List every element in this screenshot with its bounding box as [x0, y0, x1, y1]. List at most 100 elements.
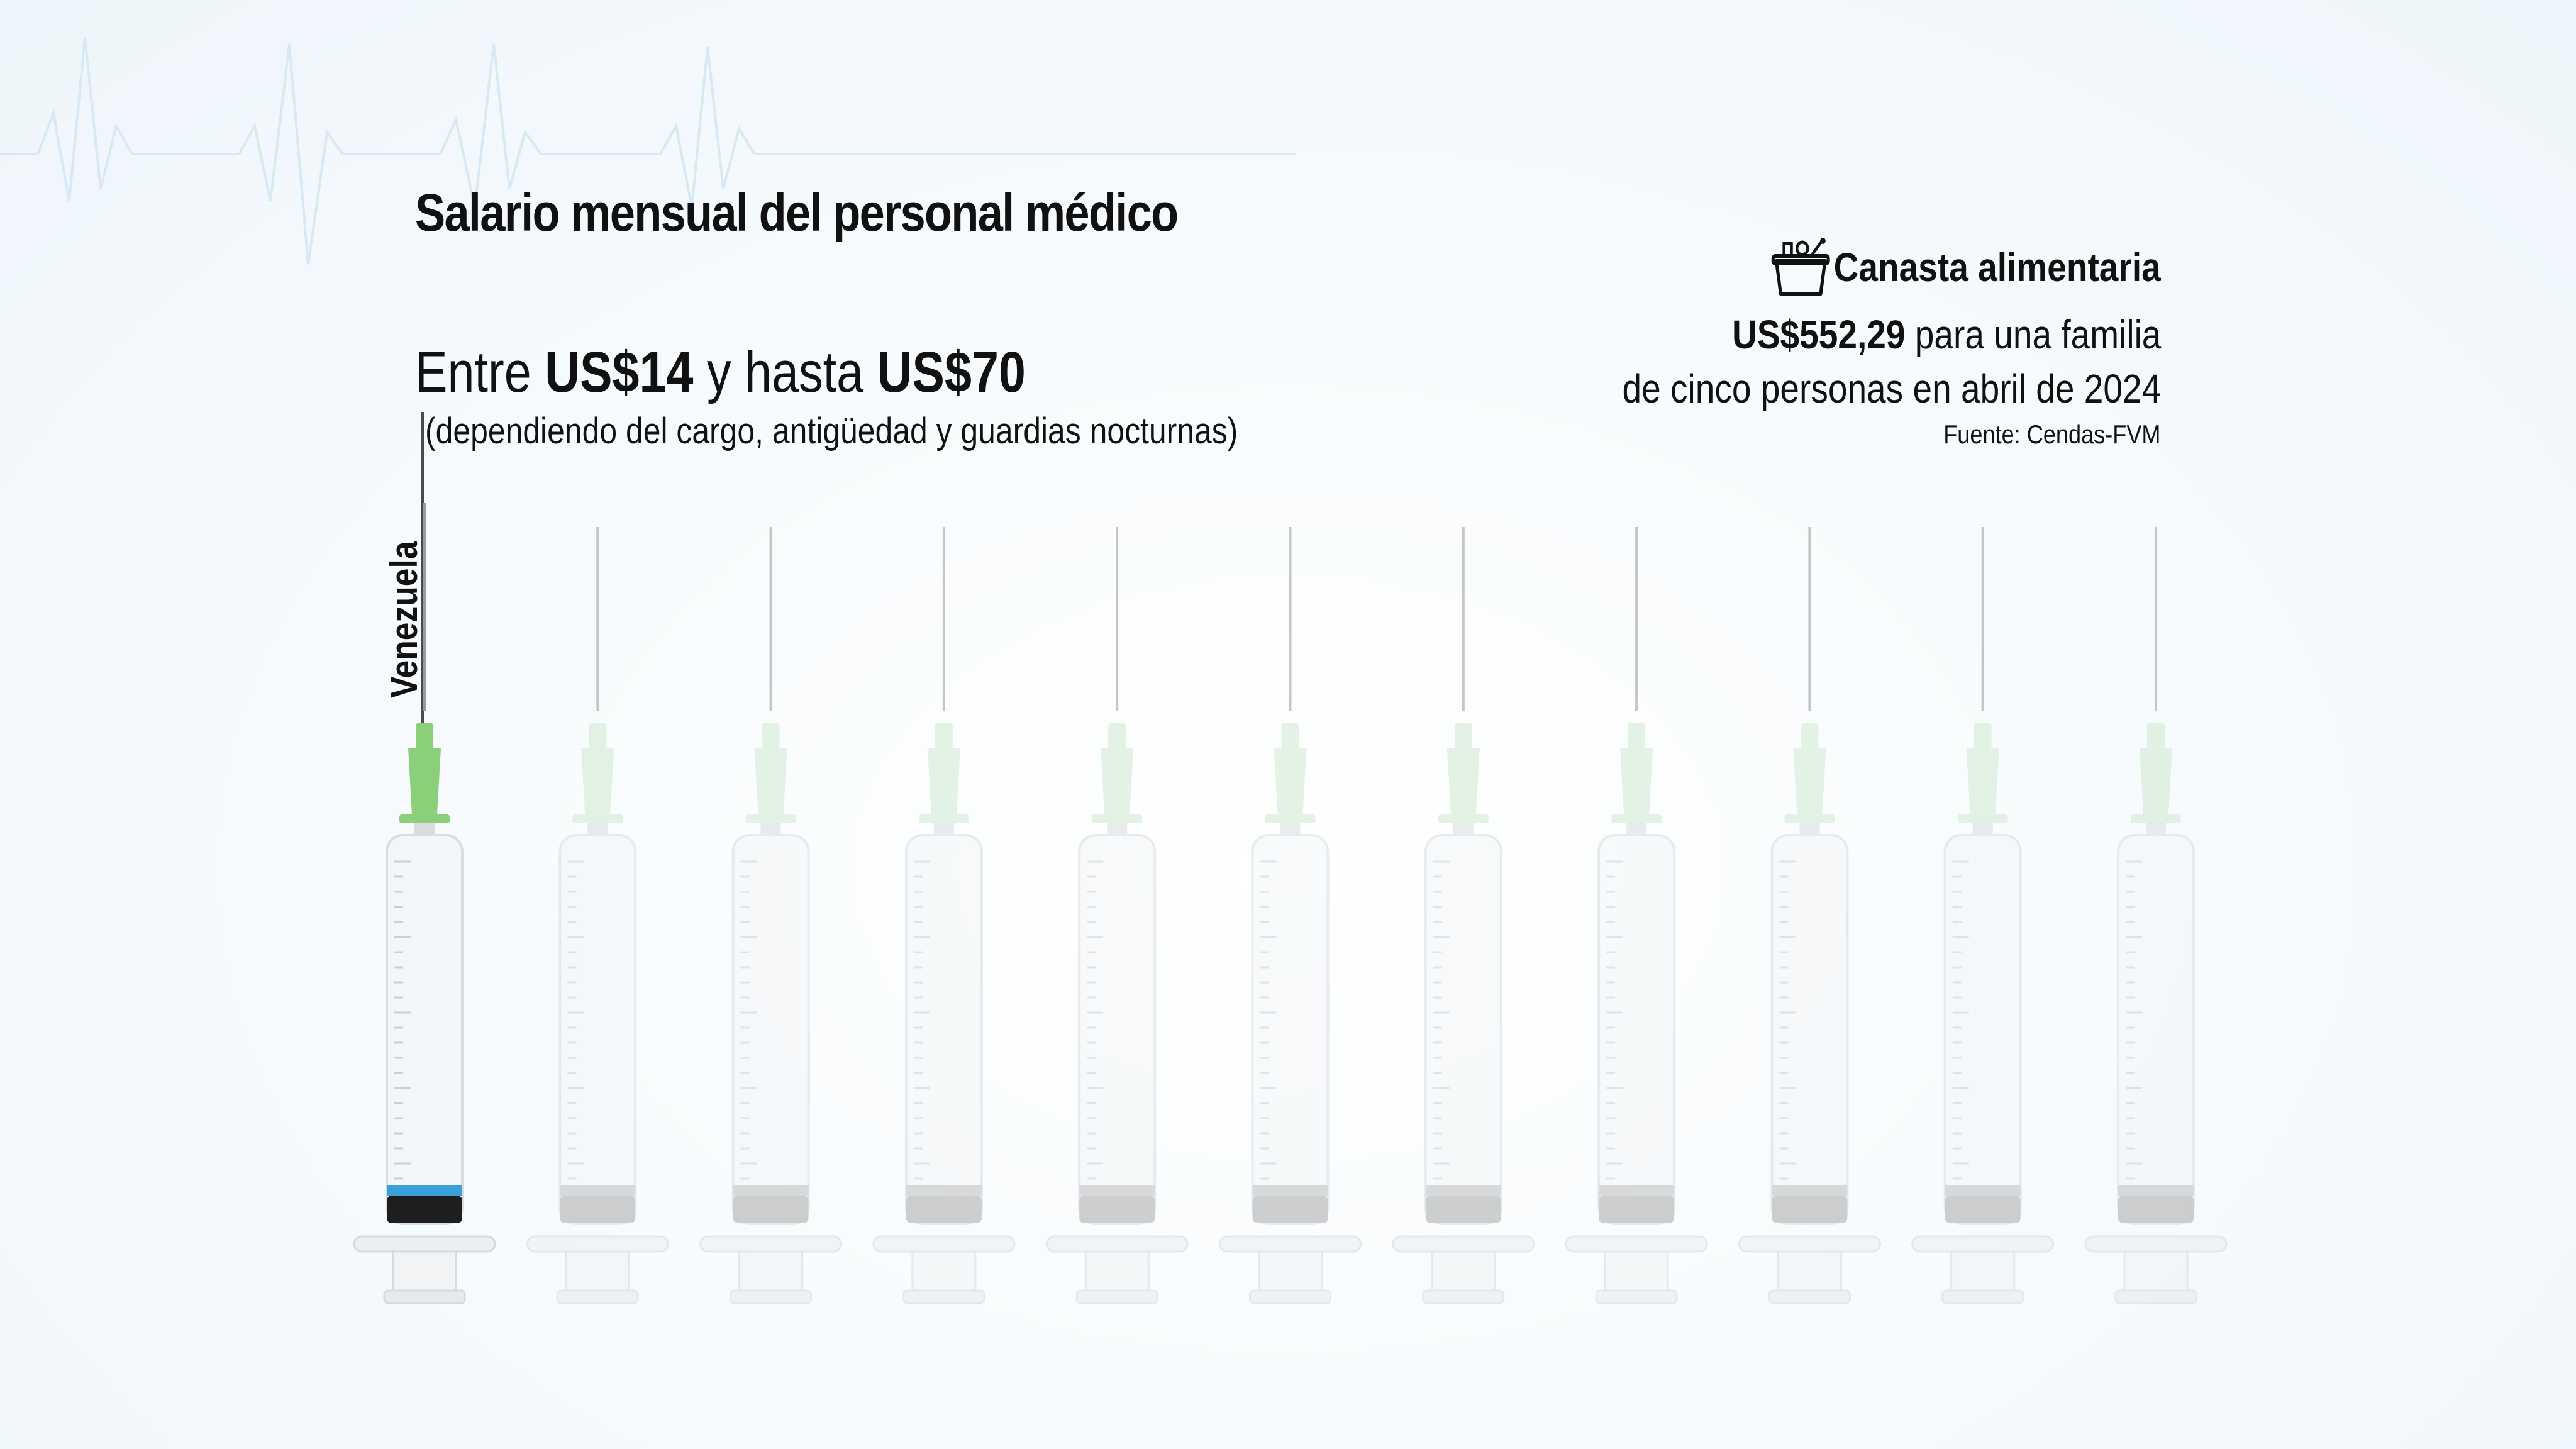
- basket-amount: US$552,29: [1731, 312, 1906, 357]
- range-max: US$70: [877, 340, 1026, 404]
- syringe-hub-top: [762, 723, 780, 748]
- syringe-stopper: [1252, 1196, 1328, 1223]
- food-basket-icon: [1772, 238, 1830, 296]
- syringe-hub: [1446, 748, 1480, 814]
- syringe-barrel: [1424, 834, 1502, 1225]
- syringe-flange: [526, 1235, 669, 1253]
- syringe-stopper-tip: [1599, 1185, 1675, 1196]
- syringe-flange: [699, 1235, 843, 1253]
- syringe-tip: [2146, 823, 2166, 836]
- syringe-hub: [2140, 748, 2172, 814]
- syringe-hub: [927, 748, 960, 814]
- syringe-stopper: [1599, 1196, 1675, 1223]
- syringe-tip: [1280, 823, 1301, 836]
- syringe-thumb-rest: [1249, 1289, 1331, 1304]
- syringe-stopper: [2118, 1196, 2194, 1223]
- syringe-barrel: [731, 834, 810, 1225]
- syringe-hub: [581, 748, 614, 814]
- syringe-stopper-tip: [560, 1185, 636, 1196]
- syringe-barrel: [558, 834, 637, 1225]
- syringe-hub-collar: [572, 814, 623, 823]
- syringe-barrel: [2117, 834, 2195, 1225]
- syringe-stopper-tip: [1079, 1185, 1155, 1196]
- syringe-stopper-tip: [1252, 1185, 1328, 1196]
- syringe-hub: [754, 748, 787, 814]
- syringe-stopper: [1079, 1196, 1155, 1223]
- syringe-stopper: [1772, 1196, 1848, 1223]
- syringe-stopper: [733, 1196, 809, 1223]
- syringe-barrel: [1943, 834, 2022, 1225]
- syringe-tip: [587, 823, 608, 836]
- syringe-hub-top: [2147, 723, 2165, 748]
- syringe-rod: [1258, 1250, 1323, 1292]
- syringe-hub-collar: [918, 814, 969, 823]
- syringe-flange: [2084, 1235, 2228, 1253]
- syringe-hub: [1620, 748, 1653, 814]
- syringe-rod: [565, 1250, 630, 1292]
- basket-description: de cinco personas en abril de 2024: [1622, 366, 2161, 411]
- syringe-faded: [872, 527, 1016, 1304]
- syringe-tip: [933, 823, 954, 836]
- syringe-stopper-tip: [387, 1185, 462, 1196]
- syringe-rod: [1084, 1250, 1150, 1292]
- syringe-hub: [1101, 748, 1134, 814]
- syringe-thumb-rest: [383, 1289, 466, 1304]
- syringe-faded: [526, 527, 669, 1304]
- syringe-hub-top: [1801, 723, 1819, 748]
- syringe-tip: [1799, 823, 1820, 836]
- syringe-hub-top: [416, 723, 433, 748]
- syringe-faded: [1738, 527, 1881, 1304]
- syringe-thumb-rest: [1422, 1289, 1505, 1304]
- syringe-stopper: [1425, 1196, 1501, 1223]
- syringe-stopper: [560, 1196, 636, 1223]
- basket-title: Canasta alimentaria: [1833, 245, 2161, 290]
- syringe-hub-top: [589, 723, 607, 748]
- syringe-stopper-tip: [1945, 1185, 2021, 1196]
- basket-heading: Canasta alimentaria: [1771, 236, 2161, 299]
- syringe-faded: [699, 527, 843, 1304]
- source-note: Fuente: Cendas-FVM: [1943, 419, 2161, 449]
- syringe-stopper-tip: [733, 1185, 809, 1196]
- syringe-rod: [1431, 1250, 1496, 1292]
- syringe-faded: [1565, 527, 1708, 1304]
- range-min: US$14: [545, 340, 694, 404]
- range-note: (dependiendo del cargo, antigüedad y gua…: [425, 411, 1238, 452]
- syringe-hub-collar: [399, 814, 450, 823]
- syringe-tip: [1972, 823, 1993, 836]
- syringe-thumb-rest: [1595, 1289, 1678, 1304]
- syringe-flange: [1219, 1235, 1362, 1253]
- syringe-hub-top: [935, 723, 953, 748]
- syringe-barrel: [904, 834, 983, 1225]
- chart-title: Salario mensual del personal médico: [415, 183, 1179, 242]
- range-middle: y hasta: [706, 340, 864, 404]
- syringe-stopper: [906, 1196, 982, 1223]
- syringe-hub-collar: [1265, 814, 1316, 823]
- basket-amount-line: US$552,29 para una familia: [1732, 311, 2161, 358]
- syringe-hub: [1793, 748, 1826, 814]
- syringe-thumb-rest: [1075, 1289, 1158, 1304]
- syringe-hub-collar: [745, 814, 796, 823]
- syringe-rod: [911, 1250, 977, 1292]
- syringe-hub-collar: [1092, 814, 1143, 823]
- syringe-faded: [1045, 527, 1189, 1304]
- syringe-stopper: [1945, 1196, 2021, 1223]
- salary-range: Entre US$14 y hasta US$70: [415, 340, 1026, 406]
- venezuela-callout-line: [421, 412, 424, 726]
- syringe-thumb-rest: [1941, 1289, 2024, 1304]
- syringe-rod: [1777, 1250, 1842, 1292]
- syringe-hub-collar: [1957, 814, 2008, 823]
- syringe-faded: [1911, 527, 2055, 1304]
- syringe-hub-top: [1628, 723, 1646, 748]
- syringe-stopper-tip: [1772, 1185, 1848, 1196]
- syringe-thumb-rest: [2114, 1289, 2197, 1304]
- syringe-pictogram: [353, 503, 2228, 1304]
- syringe-flange: [872, 1235, 1016, 1253]
- syringe-stopper-tip: [906, 1185, 982, 1196]
- syringe-hub: [408, 748, 441, 814]
- syringe-faded: [1392, 527, 1535, 1304]
- syringe-thumb-rest: [902, 1289, 985, 1304]
- syringe-barrel: [386, 834, 464, 1225]
- syringe-hub: [1966, 748, 1999, 814]
- syringe-hub-top: [1108, 723, 1126, 748]
- syringe-tip: [1626, 823, 1647, 836]
